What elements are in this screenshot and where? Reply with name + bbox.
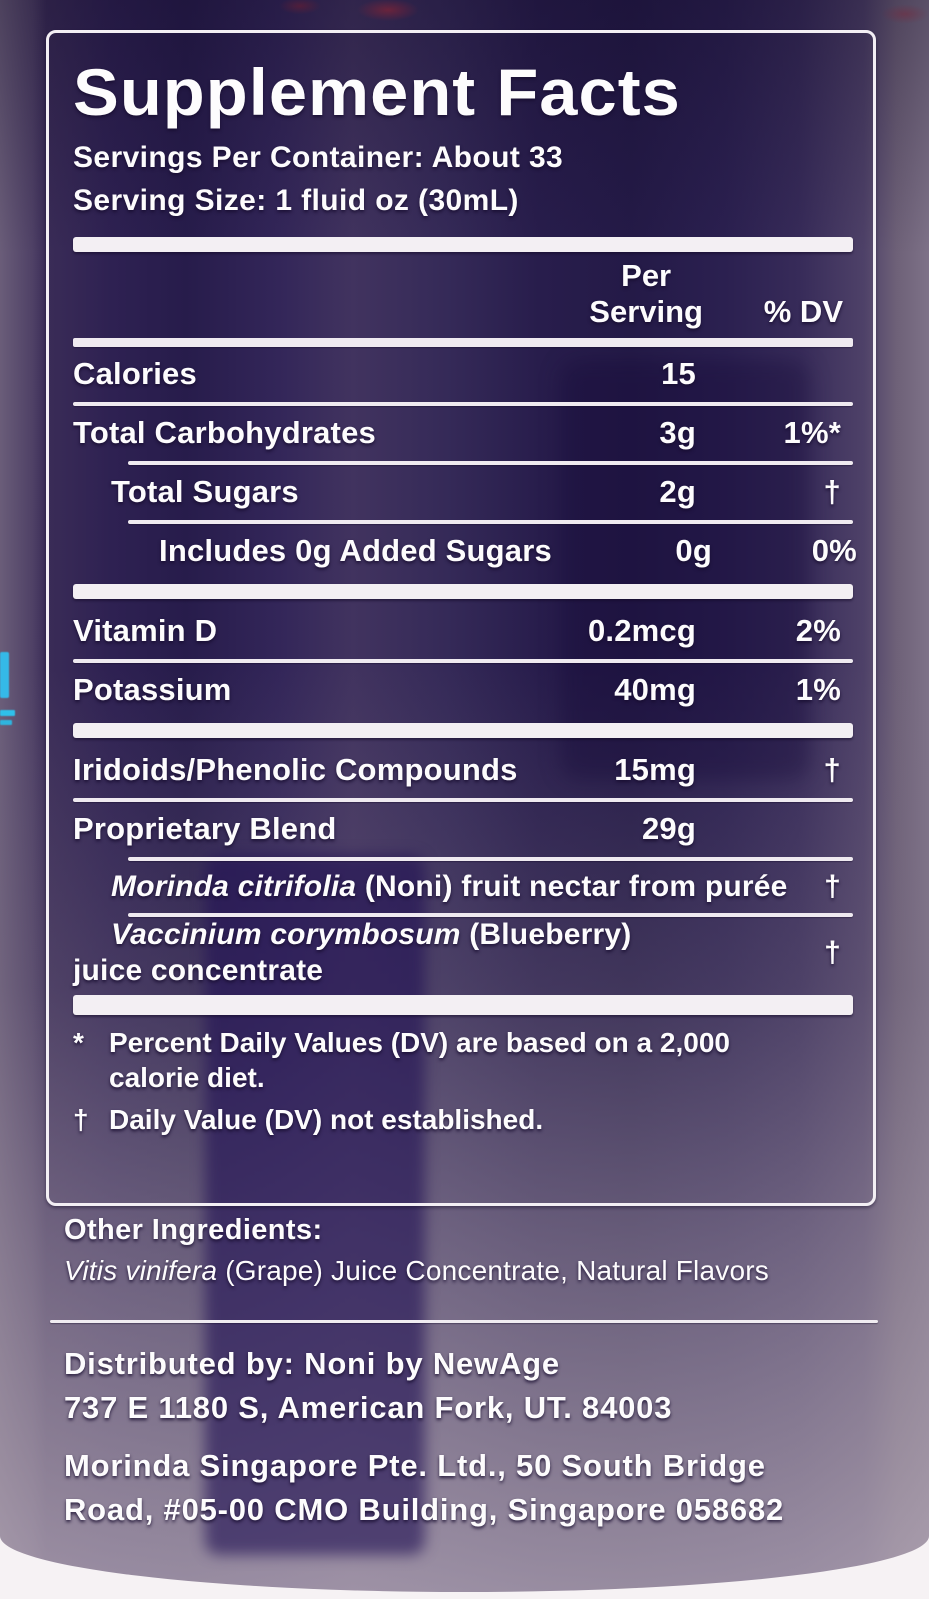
serving-size: Serving Size: 1 fluid oz (30mL) <box>73 184 519 218</box>
other-ingredients-list: Vitis vinifera (Grape) Juice Concentrate… <box>64 1255 769 1286</box>
divider-thin <box>128 856 853 861</box>
divider-thin <box>73 658 853 663</box>
table-row-proprietary-blend: Proprietary Blend 29g <box>73 811 696 847</box>
distributor-singapore-line1: Morinda Singapore Pte. Ltd., 50 South Br… <box>64 1448 766 1484</box>
divider-thin <box>128 912 853 917</box>
divider-thin <box>50 1320 878 1323</box>
cyan-fragment-icon <box>0 652 15 725</box>
table-row-noni-nectar: Morinda citrifolia (Noni) fruit nectar f… <box>111 869 841 903</box>
divider-thin <box>128 519 853 524</box>
column-header-dv: % DV <box>763 293 843 329</box>
divider-thick <box>73 994 853 1015</box>
bottle-reflection-band-upper <box>560 360 810 780</box>
other-ingredients-section: Other Ingredients: Vitis vinifera (Grape… <box>64 1214 874 1287</box>
table-row-blueberry-concentrate: Vaccinium corymbosum (Blueberry) juice c… <box>73 917 841 987</box>
divider-thick <box>73 583 853 599</box>
divider-thin <box>128 460 853 465</box>
table-row-added-sugars: Includes 0g Added Sugars 0g 0% <box>159 533 857 569</box>
divider-thick <box>73 722 853 738</box>
table-header-row: Per Serving % DV <box>73 258 853 337</box>
table-row-total-carbohydrates: Total Carbohydrates 3g 1%* <box>73 415 841 451</box>
supplement-facts-panel: Supplement Facts Servings Per Container:… <box>46 30 876 1206</box>
table-row-calories: Calories 15 <box>73 356 696 392</box>
divider-thin <box>73 401 853 406</box>
other-ingredients-heading: Other Ingredients: <box>64 1214 323 1246</box>
panel-title: Supplement Facts <box>73 55 681 129</box>
servings-per-container: Servings Per Container: About 33 <box>73 141 564 175</box>
distributor-singapore-line2: Road, #05-00 CMO Building, Singapore 058… <box>64 1492 785 1528</box>
divider-thick <box>73 237 853 253</box>
column-header-per-serving: Per Serving <box>589 258 703 329</box>
footnotes: * Percent Daily Values (DV) are based on… <box>73 1025 853 1138</box>
table-row-iridoids: Iridoids/Phenolic Compounds 15mg † <box>73 752 841 788</box>
distributor-section: Distributed by: Noni by NewAge 737 E 118… <box>64 1342 894 1532</box>
footnote-daily-values: * Percent Daily Values (DV) are based on… <box>73 1026 730 1094</box>
distributor-name: Distributed by: Noni by NewAge <box>64 1346 560 1381</box>
table-row-vitamin-d: Vitamin D 0.2mcg 2% <box>73 613 841 649</box>
table-row-potassium: Potassium 40mg 1% <box>73 672 841 708</box>
footnote-dv-not-established: † Daily Value (DV) not established. <box>73 1104 544 1136</box>
table-row-total-sugars: Total Sugars 2g † <box>111 474 841 510</box>
divider-medium <box>73 337 853 347</box>
distributor-address-us: 737 E 1180 S, American Fork, UT. 84003 <box>64 1390 673 1426</box>
divider-thin <box>73 797 853 802</box>
